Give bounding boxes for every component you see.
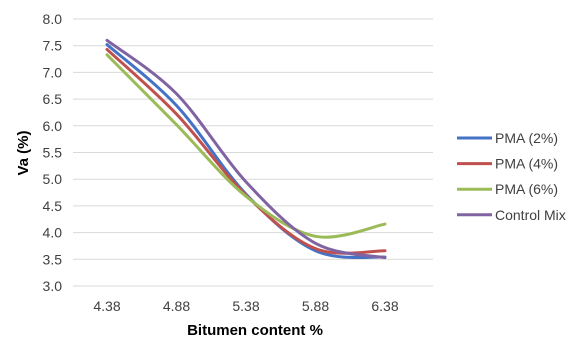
x-tick-label: 5.88 (302, 298, 329, 314)
y-tick-label: 7.0 (43, 64, 63, 80)
y-tick-label: 8.0 (43, 11, 63, 27)
series-lines (105, 38, 387, 260)
x-tick-label: 5.38 (232, 298, 259, 314)
y-tick-label: 5.0 (43, 171, 63, 187)
legend-item: Control Mix (457, 207, 566, 223)
y-tick-label: 3.0 (43, 278, 63, 294)
y-tick-label: 6.5 (43, 91, 63, 107)
y-tick-label: 4.5 (43, 198, 63, 214)
gridlines (73, 18, 433, 287)
legend-item: PMA (4%) (457, 156, 558, 172)
y-tick-label: 6.0 (43, 118, 63, 134)
legend-label: PMA (4%) (495, 156, 558, 172)
y-axis-title: Va (%) (15, 130, 32, 175)
y-tick-label: 7.5 (43, 38, 63, 54)
series-line-1 (105, 43, 387, 260)
y-tick-label: 3.5 (43, 251, 63, 267)
series-line-3 (105, 53, 387, 239)
series-line-4 (105, 38, 387, 260)
legend: PMA (2%) PMA (4%) PMA (6%) Control Mix (457, 130, 566, 223)
x-axis-title: Bitumen content % (187, 322, 323, 339)
x-axis-ticks: 4.38 4.88 5.38 5.88 6.38 (93, 298, 398, 314)
legend-item: PMA (2%) (457, 130, 558, 146)
legend-label: PMA (2%) (495, 130, 558, 146)
legend-item: PMA (6%) (457, 181, 558, 197)
y-tick-label: 4.0 (43, 225, 63, 241)
x-tick-label: 4.88 (163, 298, 190, 314)
y-tick-label: 5.5 (43, 145, 63, 161)
x-tick-label: 4.38 (93, 298, 120, 314)
x-tick-label: 6.38 (371, 298, 398, 314)
legend-label: Control Mix (495, 207, 566, 223)
y-axis-ticks: 3.0 3.5 4.0 4.5 5.0 5.5 6.0 6.5 7.0 7.5 8.0 (43, 11, 63, 294)
legend-label: PMA (6%) (495, 181, 558, 197)
